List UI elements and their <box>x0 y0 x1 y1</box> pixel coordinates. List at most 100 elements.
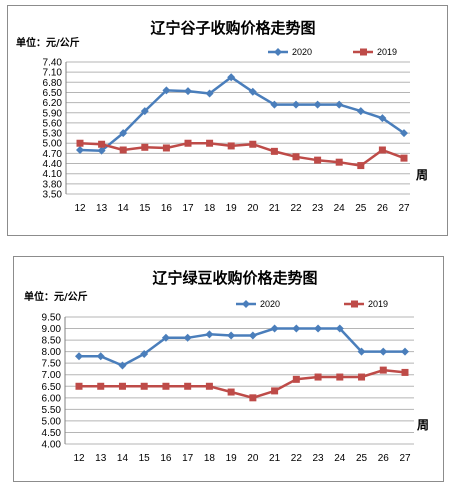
data-point-2020 <box>96 352 105 361</box>
x-tick-label: 24 <box>334 203 346 214</box>
data-point-2020 <box>227 331 236 340</box>
data-point-2019 <box>378 146 386 154</box>
data-point-2020 <box>378 114 387 123</box>
data-point-2020 <box>248 331 257 340</box>
legend-marker <box>274 48 282 56</box>
data-point-2019 <box>271 387 279 395</box>
x-axis-label: 周 <box>416 168 428 182</box>
data-point-2019 <box>357 162 365 170</box>
x-tick-label: 16 <box>161 203 173 214</box>
y-tick-label: 6.80 <box>43 78 63 89</box>
chart-title: 辽宁谷子收购价格走势图 <box>150 19 315 37</box>
y-tick-label: 8.50 <box>42 336 62 347</box>
x-tick-label: 17 <box>182 453 194 464</box>
data-point-2019 <box>249 140 257 148</box>
y-tick-label: 4.40 <box>43 159 63 170</box>
data-point-2019 <box>162 382 170 390</box>
chart-panel-millet: 辽宁谷子收购价格走势图 单位：元/公斤 2020 2019 3.50 3.80 4.10 4.… <box>7 5 448 236</box>
y-tick-label: 3.50 <box>43 190 63 201</box>
data-point-2020 <box>270 100 279 109</box>
legend-marker <box>351 300 358 308</box>
data-point-2020 <box>292 324 301 333</box>
data-point-2020 <box>248 87 257 96</box>
data-point-2020 <box>401 347 409 356</box>
x-tick-label: 21 <box>269 203 281 214</box>
data-point-2020 <box>119 129 128 138</box>
data-point-2020 <box>161 333 170 342</box>
y-tick-label: 9.00 <box>42 324 62 335</box>
series-line-2020 <box>79 327 405 367</box>
data-point-2020 <box>335 100 344 109</box>
data-point-2020 <box>292 100 300 109</box>
x-tick-label: 25 <box>356 453 368 464</box>
x-tick-label: 17 <box>182 203 194 214</box>
legend-label: 2019 <box>377 47 397 57</box>
legend-label: 2020 <box>260 299 280 309</box>
data-point-2019 <box>314 373 322 381</box>
data-point-2020 <box>140 349 149 358</box>
legend-marker <box>360 48 367 56</box>
x-tick-label: 24 <box>334 453 346 464</box>
data-point-2020 <box>356 107 365 116</box>
y-tick-label: 4.50 <box>42 428 62 439</box>
x-tick-label: 12 <box>73 453 85 464</box>
x-tick-label: 20 <box>247 203 259 214</box>
x-tick-label: 27 <box>399 453 411 464</box>
y-tick-label: 7.50 <box>42 359 62 370</box>
data-point-2020 <box>357 347 366 356</box>
data-point-2019 <box>379 366 387 374</box>
data-point-2019 <box>227 142 235 150</box>
x-tick-label: 20 <box>247 453 259 464</box>
data-point-2019 <box>292 153 300 161</box>
x-tick-label: 19 <box>226 453 238 464</box>
y-tick-label: 5.90 <box>43 108 63 119</box>
y-tick-label: 4.00 <box>42 440 62 451</box>
y-tick-label: 5.30 <box>43 129 63 140</box>
x-tick-label: 19 <box>226 203 238 214</box>
data-point-2020 <box>205 330 214 339</box>
y-tick-label: 6.50 <box>43 88 63 99</box>
y-tick-label: 5.00 <box>42 416 62 427</box>
x-tick-label: 16 <box>160 453 172 464</box>
x-tick-label: 14 <box>117 453 129 464</box>
x-tick-label: 13 <box>96 203 108 214</box>
x-tick-label: 15 <box>139 453 151 464</box>
data-point-2019 <box>335 158 343 166</box>
data-point-2019 <box>119 146 127 154</box>
y-tick-label: 8.00 <box>42 347 62 358</box>
x-tick-label: 25 <box>355 203 367 214</box>
data-point-2020 <box>75 352 83 361</box>
x-tick-label: 26 <box>377 203 389 214</box>
y-tick-label: 7.40 <box>43 58 63 69</box>
data-point-2020 <box>140 107 149 116</box>
x-tick-label: 21 <box>269 453 281 464</box>
data-point-2020 <box>162 86 171 95</box>
y-tick-label: 5.50 <box>42 405 62 416</box>
x-tick-label: 23 <box>313 453 325 464</box>
x-tick-label: 13 <box>95 453 107 464</box>
data-point-2019 <box>184 139 192 147</box>
data-point-2019 <box>98 140 106 148</box>
data-point-2020 <box>270 324 279 333</box>
data-point-2019 <box>162 144 170 152</box>
y-tick-label: 9.50 <box>42 313 62 324</box>
data-point-2019 <box>314 156 322 164</box>
data-point-2020 <box>76 146 84 154</box>
series-line-2020 <box>79 75 405 152</box>
data-point-2020 <box>400 129 408 138</box>
legend-label: 2019 <box>368 299 388 309</box>
y-tick-label: 7.00 <box>42 370 62 381</box>
x-tick-label: 26 <box>378 453 390 464</box>
x-tick-label: 12 <box>74 203 86 214</box>
data-point-2020 <box>227 73 236 82</box>
x-tick-label: 23 <box>312 203 324 214</box>
y-tick-label: 5.00 <box>43 139 63 150</box>
data-point-2019 <box>140 382 148 390</box>
data-point-2020 <box>183 333 192 342</box>
chart-title: 辽宁绿豆收购价格走势图 <box>152 269 317 287</box>
data-point-2019 <box>205 382 213 390</box>
data-point-2019 <box>270 147 278 155</box>
data-point-2019 <box>75 382 83 390</box>
